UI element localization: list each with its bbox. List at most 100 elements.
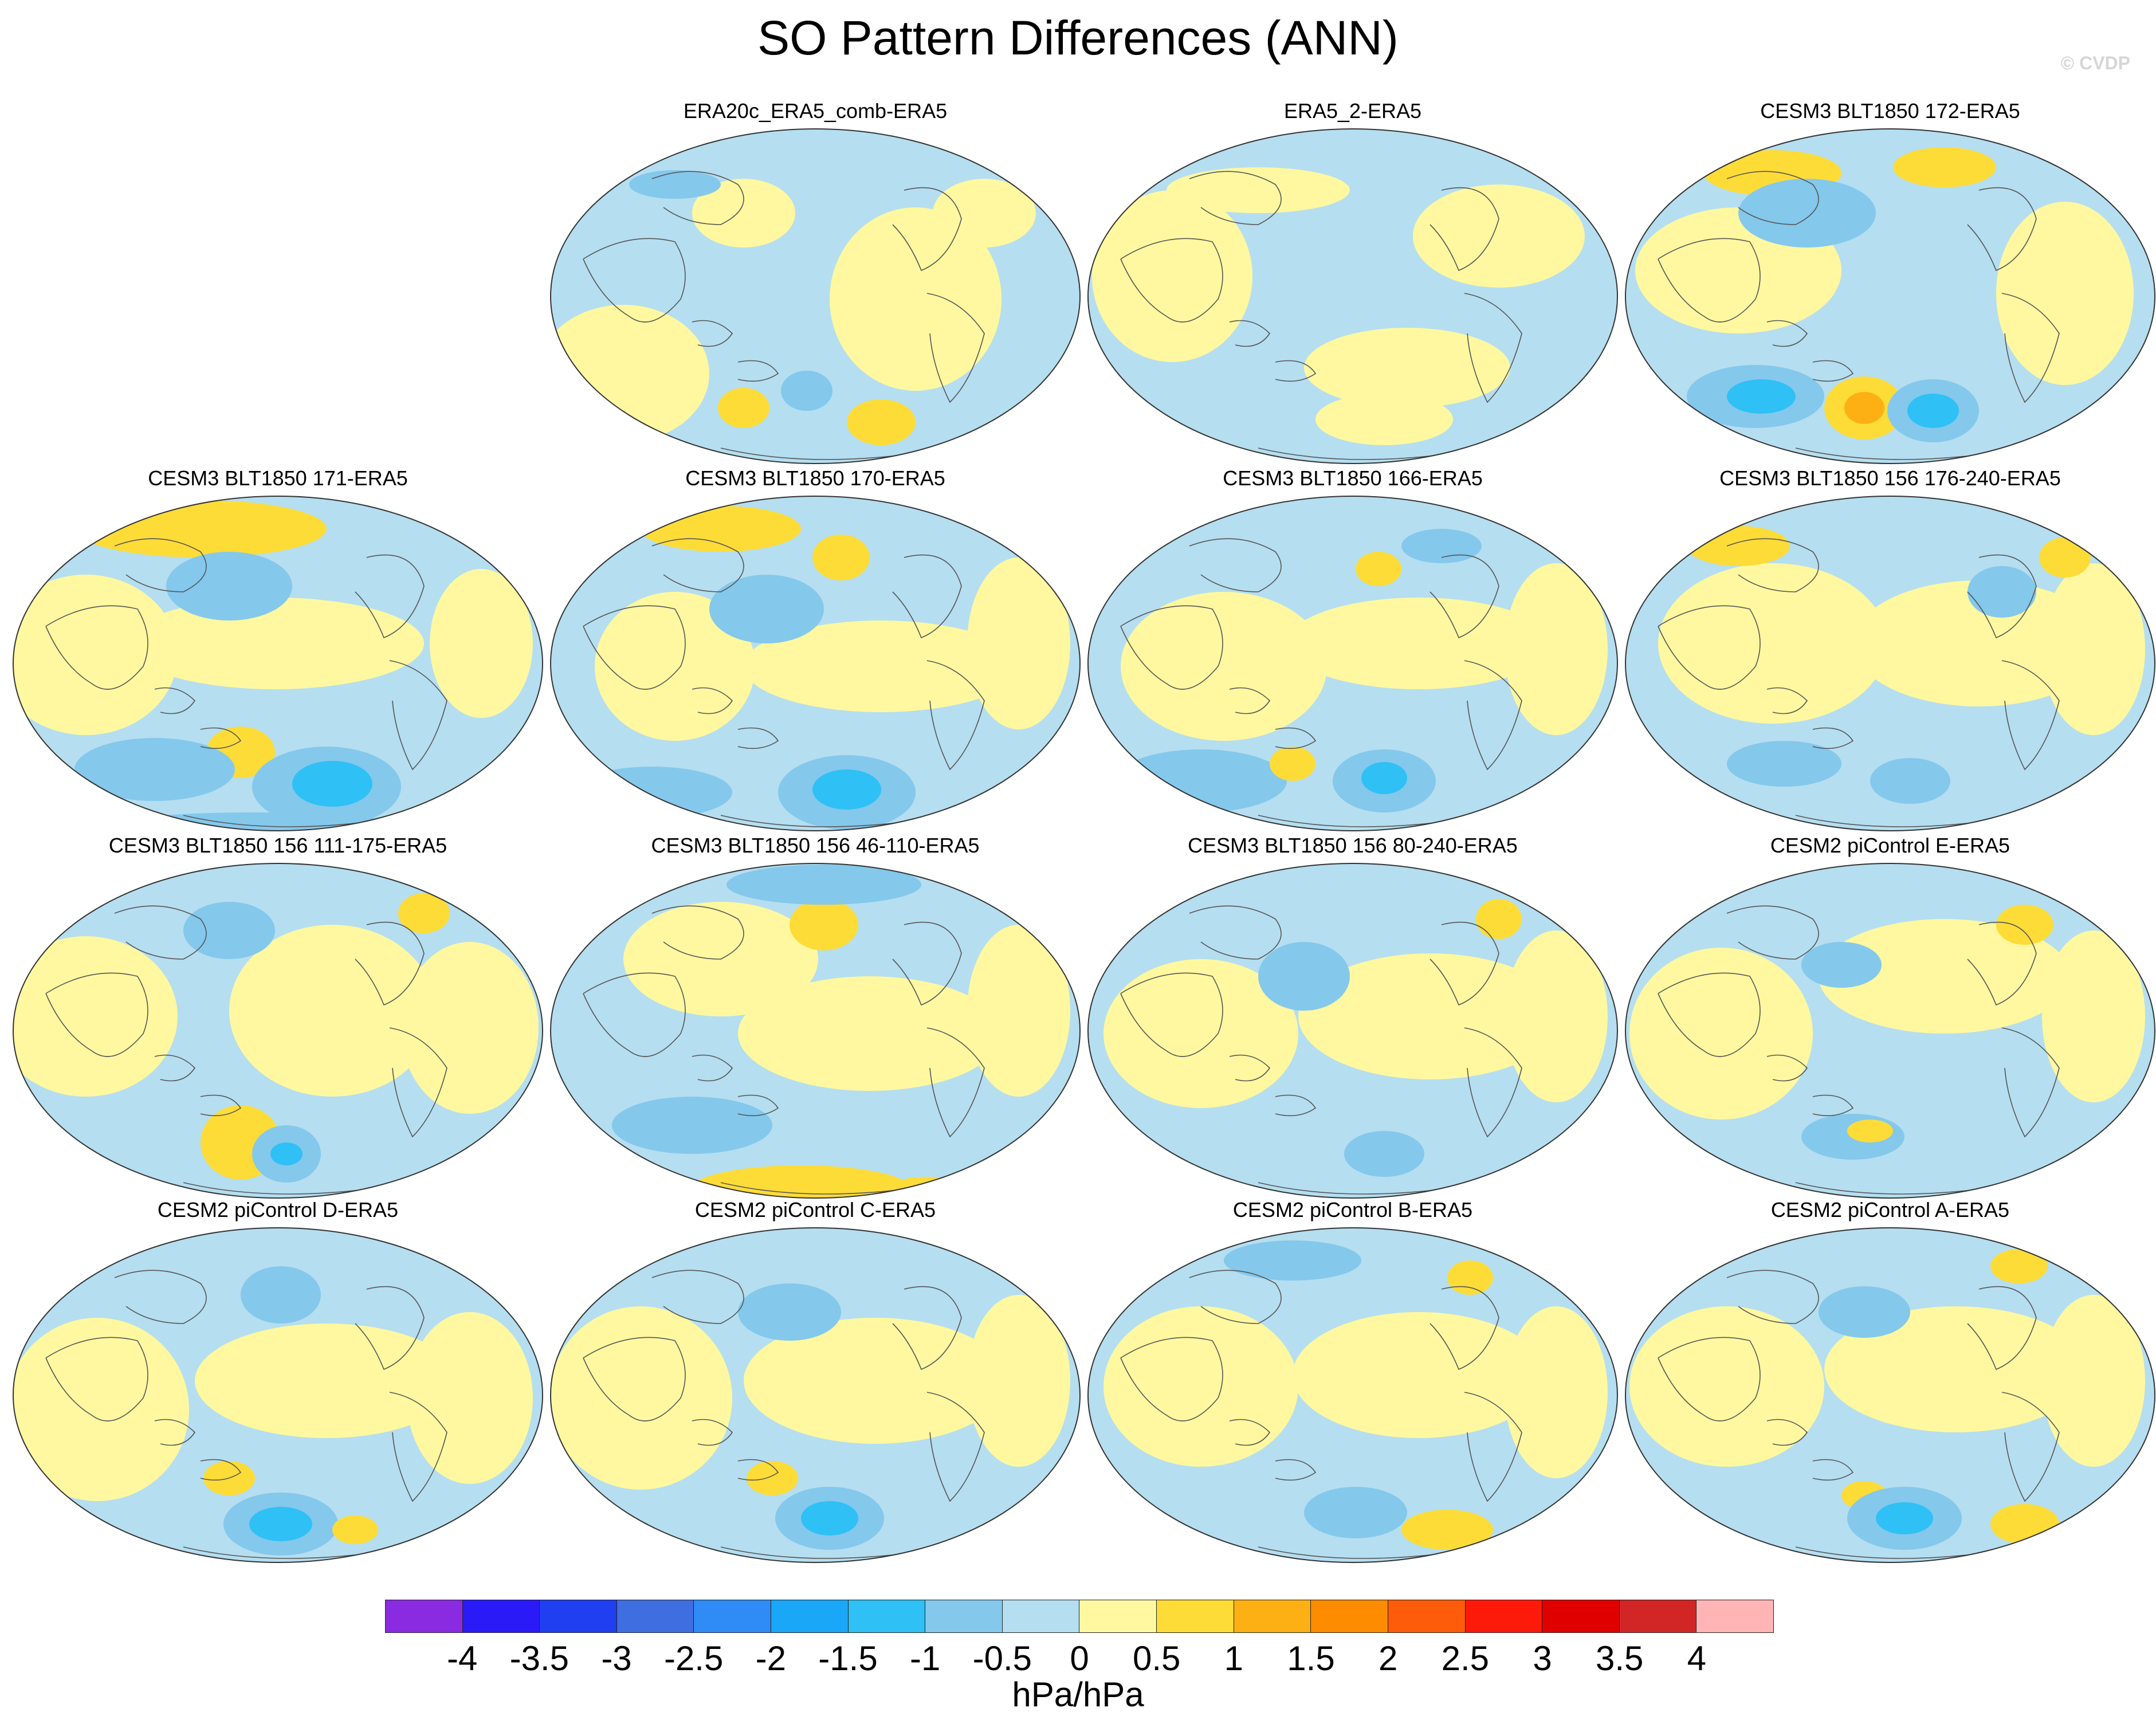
- contour-region: [332, 1515, 378, 1544]
- contour-region: [1505, 563, 1608, 735]
- map-panel: CESM2 piControl E-ERA5: [1624, 833, 2156, 1200]
- coastline: [1275, 360, 1317, 382]
- colorbar-swatch: [925, 1600, 1002, 1633]
- colorbar-swatch: [1079, 1600, 1157, 1633]
- map-panel: CESM2 piControl D-ERA5: [11, 1197, 544, 1564]
- coastline: [2001, 293, 2060, 403]
- contour-region: [692, 179, 795, 248]
- world-map: [13, 863, 543, 1199]
- contour-region: [967, 925, 1070, 1097]
- contour-region: [1907, 394, 1959, 428]
- colorbar-tick-label: 1: [1224, 1639, 1244, 1678]
- coastline: [1229, 1419, 1271, 1446]
- colorbar-swatch: [1310, 1600, 1388, 1633]
- coastline: [1766, 320, 1808, 347]
- coastline: [651, 1270, 744, 1324]
- coastline: [737, 727, 779, 749]
- coastline: [1430, 1286, 1499, 1370]
- contour-region: [718, 388, 769, 428]
- map-panel: CESM3 BLT1850 166-ERA5: [1086, 466, 1619, 832]
- world-map: [550, 863, 1081, 1199]
- map-panel: CESM3 BLT1850 156 111-175-ERA5: [11, 833, 544, 1200]
- world-map: [550, 128, 1081, 464]
- contour-region: [2039, 537, 2091, 578]
- colorbar-tick-label: 1.5: [1287, 1639, 1335, 1678]
- coastline: [1658, 605, 1761, 690]
- coastline: [1812, 360, 1854, 382]
- coastline: [1189, 1270, 1282, 1324]
- colorbar-swatch: [1387, 1600, 1465, 1633]
- contour-region: [407, 1312, 533, 1484]
- contour-region: [933, 179, 1036, 248]
- contour-region: [1893, 147, 1996, 187]
- coastline: [1658, 1337, 1761, 1421]
- coastline: [154, 1419, 196, 1446]
- coastline: [892, 921, 962, 1006]
- coastline: [1726, 538, 1819, 592]
- coastline: [1229, 687, 1271, 714]
- map-panel: CESM3 BLT1850 156 46-110-ERA5: [549, 833, 1082, 1200]
- coastline: [926, 1392, 985, 1502]
- contour-region: [249, 1507, 312, 1541]
- world-map: [1087, 496, 1618, 831]
- contour-region: [183, 902, 275, 959]
- contour-region: [13, 575, 178, 735]
- panel-title: CESM3 BLT1850 156 176-240-ERA5: [1719, 466, 2061, 490]
- colorbar-tick-labels: -4 -3.5 -3 -2.5 -2 -1.5 -1 -0.5 0 0.5 1 1.5 2 2.5 3 3.5…: [385, 1639, 1774, 1679]
- world-map: [1625, 496, 2155, 831]
- map-border: [550, 863, 1081, 1199]
- coastline: [1967, 921, 2037, 1006]
- map-border: [1625, 1227, 2155, 1563]
- world-map: [1625, 1227, 2155, 1563]
- colorbar-tick-label: -2: [755, 1639, 787, 1678]
- colorbar-tick-label: 0.5: [1132, 1639, 1181, 1678]
- colorbar-swatch: [385, 1600, 462, 1633]
- coastline: [692, 1419, 733, 1446]
- contour-region: [166, 552, 292, 621]
- contour-region: [1727, 741, 1841, 787]
- coastline: [1229, 1054, 1271, 1082]
- contour-region: [1258, 942, 1350, 1011]
- map-border: [550, 496, 1081, 831]
- coastline: [1430, 187, 1499, 272]
- coastline: [154, 687, 196, 714]
- colorbar-swatch: [1542, 1600, 1619, 1633]
- coastline: [926, 1027, 985, 1138]
- coastline: [1275, 727, 1317, 749]
- contour-region: [1413, 184, 1585, 288]
- world-map: [550, 496, 1081, 831]
- contour-region: [612, 1097, 772, 1154]
- coastline: [114, 905, 207, 960]
- colorbar-tick-label: 3: [1533, 1639, 1552, 1678]
- map-panel: CESM2 piControl C-ERA5: [549, 1197, 1082, 1564]
- world-map: [1087, 128, 1618, 464]
- world-map: [13, 1227, 543, 1563]
- contour-region: [241, 1266, 321, 1324]
- contour-region: [430, 569, 533, 718]
- contour-region: [2042, 930, 2145, 1102]
- contour-region: [398, 893, 450, 933]
- contour-region: [1361, 762, 1407, 794]
- coastline: [45, 972, 148, 1057]
- coastline: [892, 187, 962, 272]
- coastline: [1464, 1027, 1522, 1138]
- colorbar-swatch: [1156, 1600, 1234, 1633]
- coastline: [892, 554, 962, 639]
- contour-region: [1167, 167, 1350, 213]
- contour-region: [1727, 379, 1796, 414]
- contour-region: [13, 936, 178, 1097]
- contour-region: [692, 1165, 910, 1198]
- contour-region: [1658, 563, 1887, 724]
- contour-region: [1293, 1312, 1545, 1438]
- coastline: [1189, 905, 1282, 960]
- contour-region: [126, 598, 424, 689]
- coastline: [1726, 1270, 1819, 1324]
- contour-region: [401, 942, 539, 1114]
- contour-region: [1853, 580, 2105, 706]
- contour-region: [1844, 392, 1884, 424]
- map-border: [1087, 863, 1618, 1199]
- colorbar-tick-label: -4: [446, 1639, 478, 1678]
- coastline: [389, 1027, 447, 1138]
- contour-region: [572, 767, 732, 818]
- coastline: [1229, 320, 1271, 347]
